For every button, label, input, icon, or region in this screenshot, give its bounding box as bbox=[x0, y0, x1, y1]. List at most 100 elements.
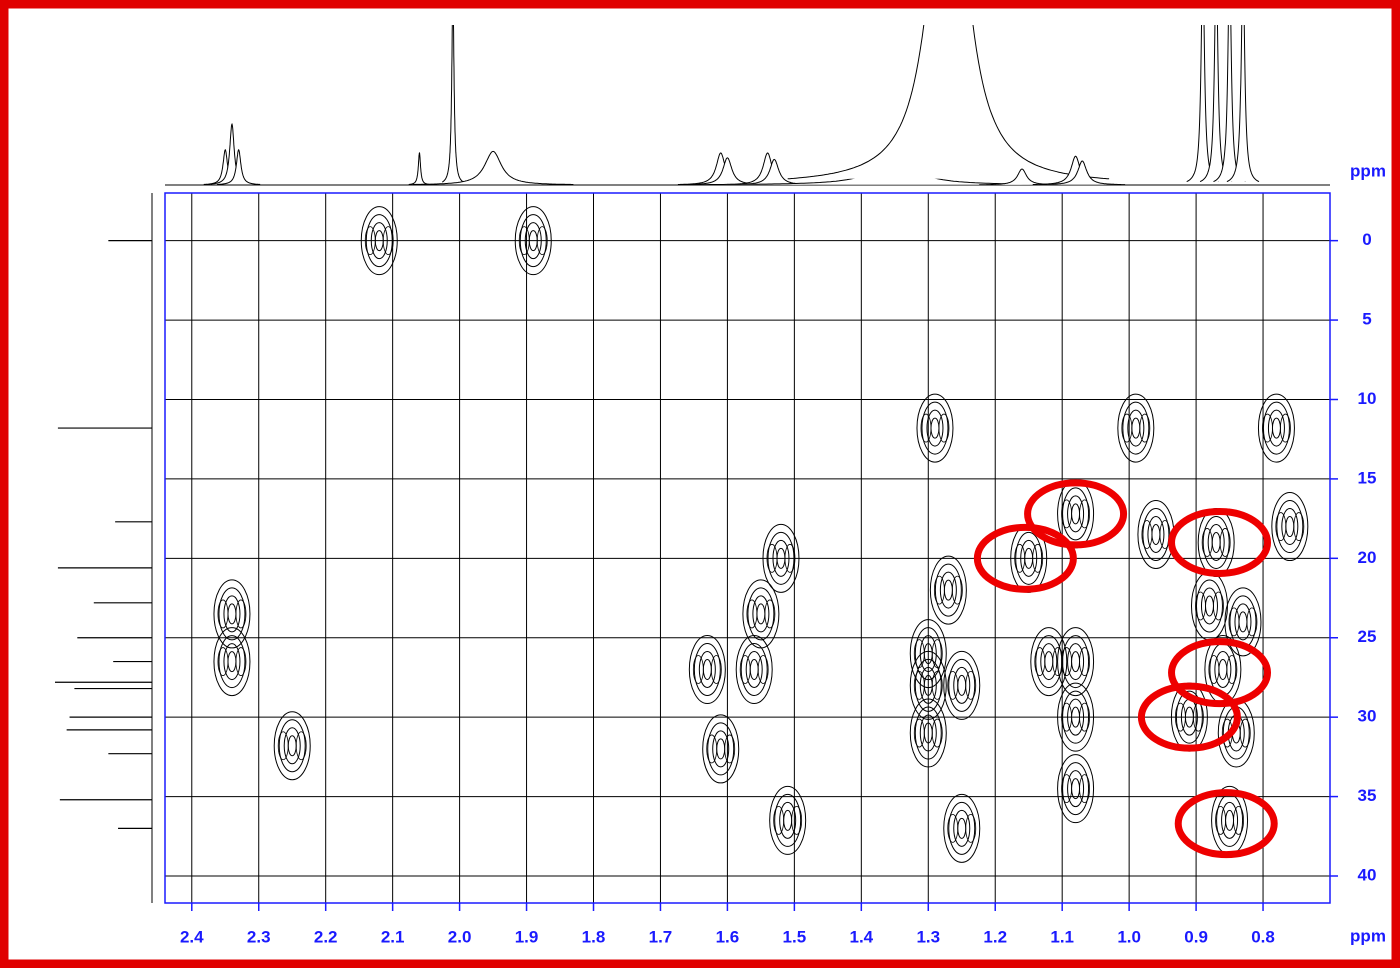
axes: 2.4 2.3 2.2 2.1 2.0 1.9 1.8 1.7 1.6 1.5 1.4 1.3 1.2 1… bbox=[180, 230, 1376, 946]
contour bbox=[1030, 627, 1068, 697]
contour bbox=[764, 599, 776, 629]
contour bbox=[382, 226, 394, 256]
x-tick-label: 0.9 bbox=[1184, 927, 1208, 946]
contour bbox=[953, 809, 971, 847]
contour bbox=[217, 599, 229, 629]
contour bbox=[919, 714, 937, 752]
contour bbox=[913, 718, 925, 748]
contour bbox=[213, 579, 251, 649]
cross-peak bbox=[1190, 571, 1228, 641]
proton-projection bbox=[165, 25, 1330, 186]
y-tick-label: 25 bbox=[1358, 627, 1377, 646]
proton-peak bbox=[442, 25, 464, 183]
contour bbox=[1032, 543, 1044, 573]
contour bbox=[1062, 762, 1090, 816]
contour bbox=[706, 734, 718, 764]
contour bbox=[772, 539, 790, 577]
contour bbox=[218, 587, 246, 641]
contour bbox=[1079, 647, 1090, 676]
y-tick-label: 40 bbox=[1358, 865, 1377, 884]
contour bbox=[1079, 702, 1090, 732]
highlight-circle bbox=[1137, 682, 1241, 752]
contour bbox=[1061, 499, 1072, 529]
x-tick-label: 1.1 bbox=[1050, 927, 1074, 946]
contour bbox=[931, 670, 943, 700]
proton-peak bbox=[217, 149, 261, 185]
contour bbox=[1214, 651, 1232, 689]
contour bbox=[1215, 806, 1226, 835]
contour bbox=[235, 599, 247, 629]
x-tick-label: 2.3 bbox=[247, 927, 271, 946]
contour bbox=[919, 635, 937, 673]
proton-peak bbox=[787, 25, 1110, 180]
contour bbox=[919, 666, 937, 704]
contour bbox=[1234, 603, 1252, 641]
contour bbox=[1221, 801, 1239, 839]
x-tick-label: 1.9 bbox=[515, 927, 539, 946]
proton-peak bbox=[1226, 25, 1260, 183]
cross-peak bbox=[735, 635, 773, 705]
contour bbox=[1224, 587, 1262, 657]
x-tick-label: 1.3 bbox=[916, 927, 940, 946]
cross-peak bbox=[1197, 507, 1235, 577]
contour bbox=[1233, 806, 1244, 835]
cross-peak bbox=[1057, 754, 1095, 824]
contour bbox=[1079, 499, 1090, 529]
contour bbox=[1293, 512, 1305, 541]
contour bbox=[914, 658, 942, 712]
contour bbox=[767, 531, 795, 585]
contour bbox=[1034, 647, 1046, 676]
contour bbox=[1139, 413, 1151, 443]
contour bbox=[784, 543, 796, 573]
contour bbox=[943, 793, 981, 863]
contour bbox=[757, 655, 769, 684]
contour bbox=[1267, 409, 1285, 447]
contour bbox=[747, 587, 775, 641]
contour bbox=[1057, 754, 1095, 824]
contour bbox=[710, 655, 722, 684]
contour bbox=[278, 719, 306, 773]
contour bbox=[1142, 507, 1170, 561]
x-tick-label: 1.4 bbox=[850, 927, 874, 946]
contour bbox=[1239, 718, 1251, 748]
contour bbox=[1040, 643, 1058, 681]
contour bbox=[1057, 627, 1095, 697]
contour bbox=[524, 222, 542, 260]
contour bbox=[1127, 409, 1145, 447]
contour bbox=[519, 214, 547, 268]
y-tick-label: 20 bbox=[1358, 548, 1377, 567]
y-tick-label: 5 bbox=[1362, 310, 1371, 329]
contour bbox=[514, 206, 552, 276]
cross-peak bbox=[909, 698, 947, 768]
contour bbox=[702, 714, 740, 784]
highlight-circle bbox=[1168, 507, 1272, 577]
x-tick-label: 1.5 bbox=[783, 927, 807, 946]
contour bbox=[213, 627, 251, 697]
contour bbox=[1061, 702, 1072, 732]
contour bbox=[365, 214, 393, 268]
contour bbox=[1200, 587, 1218, 625]
cross-peak bbox=[213, 627, 251, 697]
contour bbox=[1262, 401, 1290, 455]
contour bbox=[1262, 413, 1273, 443]
contour bbox=[931, 718, 943, 748]
cross-peak bbox=[1117, 393, 1155, 463]
contour bbox=[1213, 591, 1224, 621]
contour bbox=[939, 571, 957, 609]
contour bbox=[943, 650, 981, 720]
cross-peak bbox=[943, 650, 981, 720]
contour bbox=[951, 575, 963, 605]
contour bbox=[1020, 539, 1038, 577]
contour bbox=[1195, 579, 1223, 633]
contour bbox=[1014, 543, 1026, 573]
contour bbox=[929, 555, 967, 625]
cross-peak bbox=[1257, 393, 1295, 463]
x-tick-label: 1.7 bbox=[649, 927, 673, 946]
contour bbox=[693, 643, 721, 697]
contour bbox=[948, 658, 976, 712]
cross-peak bbox=[769, 785, 807, 855]
contour bbox=[735, 635, 773, 705]
contour bbox=[1141, 520, 1153, 549]
